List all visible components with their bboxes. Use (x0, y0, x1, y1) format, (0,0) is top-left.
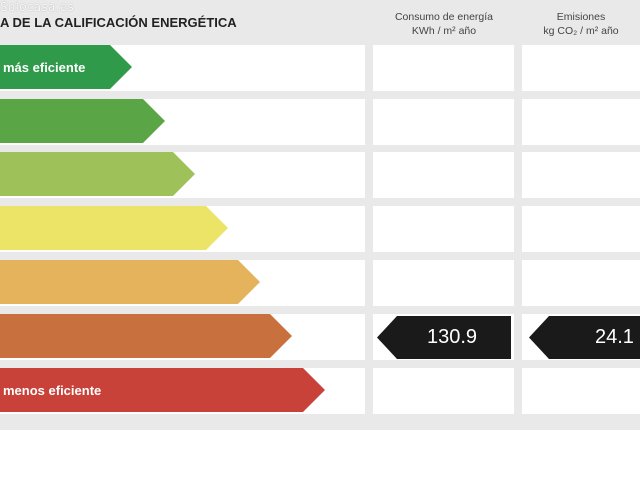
consumption-cell (373, 260, 514, 306)
rating-label: más eficiente (3, 59, 86, 75)
rating-arrow (0, 152, 195, 196)
consumption-badge-value: 130.9 (427, 326, 478, 348)
consumption-header-line1: Consumo de energía (394, 11, 494, 23)
rating-arrow (0, 99, 165, 143)
rating-arrow: más eficiente (0, 45, 132, 89)
emissions-cell (522, 45, 640, 91)
emissions-cell (522, 206, 640, 252)
emissions-cell (522, 99, 640, 145)
consumption-cell (373, 368, 514, 414)
emissions-badge: 24.1 (529, 316, 640, 359)
rating-label: menos eficiente (3, 382, 102, 398)
consumption-cell (373, 206, 514, 252)
watermark: Solocasa.es (0, 0, 74, 14)
consumption-header: Consumo de energía KWh / m² año (370, 10, 518, 38)
consumption-cell (373, 45, 514, 91)
rating-arrow: menos eficiente (0, 368, 325, 412)
rating-arrow (0, 314, 292, 358)
consumption-badge: 130.9 (377, 316, 511, 359)
consumption-header-line2: KWh / m² año (411, 25, 477, 37)
emissions-cell (522, 152, 640, 198)
rating-arrow (0, 206, 228, 250)
emissions-header-line2: kg CO₂ / m² año (543, 25, 619, 37)
consumption-cell (373, 99, 514, 145)
emissions-header-line1: Emisiones (556, 11, 606, 23)
rating-arrow (0, 260, 260, 304)
emissions-cell (522, 260, 640, 306)
consumption-cell (373, 152, 514, 198)
emissions-header: Emisiones kg CO₂ / m² año (522, 10, 640, 38)
emissions-badge-value: 24.1 (595, 326, 634, 348)
page-title: A DE LA CALIFICACIÓN ENERGÉTICA (0, 15, 237, 30)
emissions-cell (522, 368, 640, 414)
